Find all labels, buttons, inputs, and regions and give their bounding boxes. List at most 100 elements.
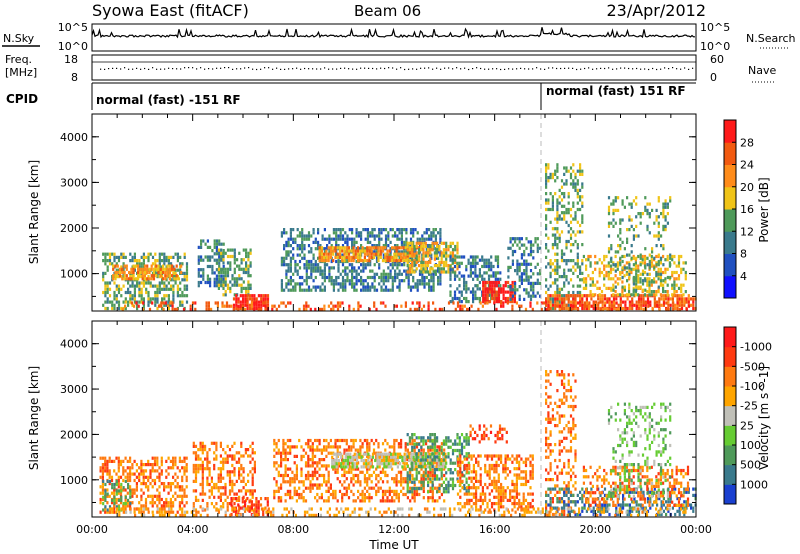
power-cell xyxy=(496,261,500,265)
power-cell xyxy=(585,280,588,284)
nave-dot xyxy=(376,68,378,70)
power-cell xyxy=(257,307,260,311)
power-cell xyxy=(171,307,174,311)
velocity-cell xyxy=(238,470,241,474)
velocity-cell xyxy=(273,489,276,493)
power-cell xyxy=(561,301,564,305)
date-title: 23/Apr/2012 xyxy=(606,1,706,20)
velocity-cell xyxy=(226,460,229,464)
power-cell xyxy=(283,288,286,292)
velocity-cell xyxy=(140,459,143,463)
power-cell xyxy=(554,271,557,275)
velocity-cell xyxy=(275,467,278,471)
velocity-cell xyxy=(253,451,256,455)
power-cell xyxy=(394,272,397,276)
velocity-cell xyxy=(158,478,161,483)
nave-dot xyxy=(656,68,658,71)
power-cell xyxy=(486,296,489,301)
power-cell xyxy=(460,255,463,259)
power-cell xyxy=(601,294,604,298)
power-cell xyxy=(355,234,358,238)
power-cell xyxy=(163,303,166,307)
velocity-cell xyxy=(99,501,102,505)
power-cell xyxy=(667,297,670,301)
power-cell xyxy=(337,244,340,248)
velocity-cell xyxy=(375,473,378,478)
power-cell xyxy=(651,307,654,311)
velocity-cell xyxy=(323,445,326,449)
power-cell xyxy=(634,293,637,297)
power-cell xyxy=(565,239,568,244)
power-cell xyxy=(369,231,372,235)
velocity-cell xyxy=(336,499,339,503)
power-cell xyxy=(556,246,559,250)
power-cell xyxy=(449,300,452,304)
velocity-cell xyxy=(304,486,308,490)
power-cell xyxy=(516,259,519,263)
power-cell xyxy=(615,307,618,311)
power-cell xyxy=(601,300,604,304)
power-cell xyxy=(242,294,245,298)
velocity-cell xyxy=(231,457,234,461)
power-cell xyxy=(642,303,645,307)
power-cell xyxy=(572,185,575,189)
velocity-cell xyxy=(124,502,127,506)
power-cell xyxy=(176,287,179,291)
velocity-cell xyxy=(117,485,120,489)
velocity-cell xyxy=(332,451,335,455)
velocity-cell xyxy=(309,486,312,490)
velocity-cell xyxy=(250,506,253,510)
power-cell xyxy=(609,286,613,290)
velocity-cell xyxy=(228,473,232,477)
power-cell xyxy=(122,300,125,304)
velocity-cell xyxy=(147,507,150,511)
power-cell xyxy=(229,290,232,294)
power-cell xyxy=(360,247,363,251)
velocity-cell xyxy=(217,479,220,483)
power-cell xyxy=(465,287,468,291)
nsky-frame xyxy=(91,23,697,52)
power-cell xyxy=(237,307,240,311)
power-cell xyxy=(423,231,426,235)
power-cell xyxy=(220,280,223,284)
power-cell xyxy=(382,244,385,248)
power-cell xyxy=(335,234,338,238)
velocity-cell xyxy=(357,467,360,471)
power-cell xyxy=(630,250,633,254)
power-cell xyxy=(167,306,170,311)
power-cell xyxy=(411,241,414,245)
velocity-cell xyxy=(194,476,198,480)
power-cell xyxy=(657,259,660,264)
power-cell xyxy=(532,272,535,276)
power-cell xyxy=(400,231,403,235)
power-cell xyxy=(332,237,335,241)
velocity-cell xyxy=(163,488,166,492)
velocity-cell xyxy=(158,501,161,505)
velocity-cell xyxy=(325,467,328,471)
power-cell xyxy=(572,297,575,301)
power-cell xyxy=(151,255,155,259)
power-cell xyxy=(222,267,225,271)
nave-dot xyxy=(236,68,238,70)
power-cell xyxy=(398,285,401,289)
power-cell xyxy=(352,259,355,263)
power-cell xyxy=(104,306,107,311)
power-cell xyxy=(361,249,364,253)
power-cell xyxy=(518,246,521,250)
power-cell xyxy=(220,277,223,281)
power-cell xyxy=(648,283,651,287)
power-cell xyxy=(482,293,485,297)
power-cell xyxy=(357,307,360,311)
velocity-cell xyxy=(206,454,209,458)
power-cell xyxy=(289,263,292,267)
power-cell xyxy=(504,300,507,304)
power-cell xyxy=(336,304,340,308)
velocity-cell xyxy=(201,492,204,496)
power-cell xyxy=(589,290,592,294)
velocity-cell xyxy=(129,504,132,508)
power-cell xyxy=(598,267,601,271)
power-cell xyxy=(628,306,631,311)
power-colorbar-swatch xyxy=(724,275,736,299)
velocity-cell xyxy=(233,454,236,458)
velocity-cell xyxy=(368,442,371,446)
